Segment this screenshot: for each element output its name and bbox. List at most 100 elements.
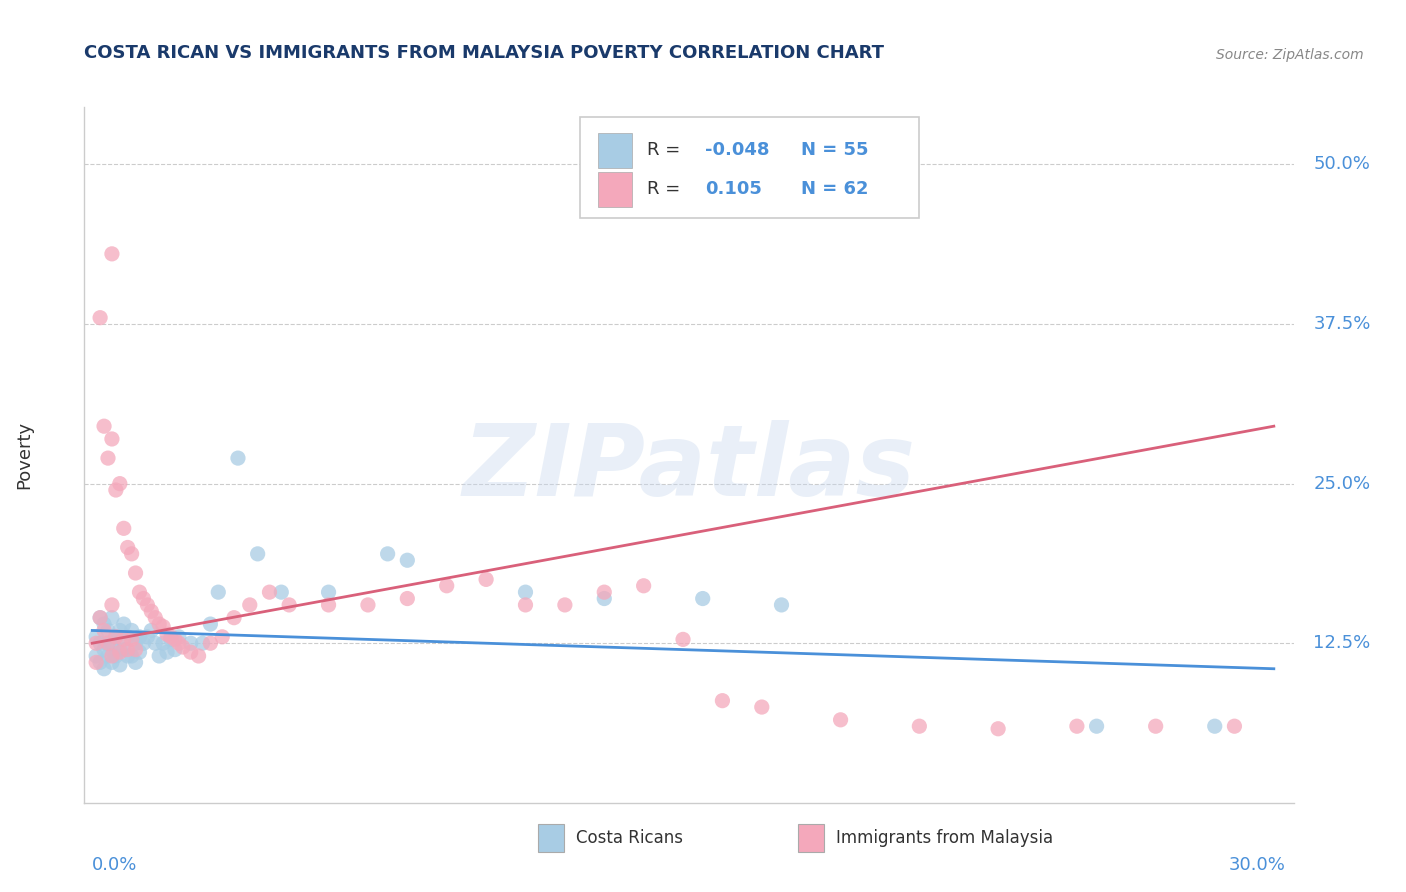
Point <box>246 547 269 561</box>
Text: 30.0%: 30.0% <box>1229 856 1285 874</box>
Point <box>187 648 209 663</box>
Text: 25.0%: 25.0% <box>1313 475 1371 492</box>
Point <box>148 617 170 632</box>
Point <box>117 642 139 657</box>
Point <box>1085 719 1108 733</box>
Point <box>117 541 139 555</box>
Point <box>987 722 1010 736</box>
Point <box>156 627 179 641</box>
Point <box>132 591 155 606</box>
Point <box>143 610 166 624</box>
Point <box>163 642 186 657</box>
Text: N = 55: N = 55 <box>801 141 869 159</box>
Text: 12.5%: 12.5% <box>1313 634 1371 652</box>
Point <box>89 310 111 325</box>
Point <box>167 636 190 650</box>
Point <box>89 610 111 624</box>
Point <box>593 591 616 606</box>
Text: Poverty: Poverty <box>15 421 32 489</box>
Point <box>93 662 115 676</box>
Point <box>112 617 135 632</box>
Text: 50.0%: 50.0% <box>1313 155 1369 173</box>
Point <box>1223 719 1246 733</box>
Point <box>93 624 115 638</box>
Point <box>143 636 166 650</box>
Point <box>200 617 222 632</box>
Point <box>97 636 120 650</box>
Point <box>226 451 249 466</box>
Point <box>1066 719 1088 733</box>
Point <box>136 598 159 612</box>
Text: N = 62: N = 62 <box>801 180 869 198</box>
Point <box>160 632 183 647</box>
Point <box>108 642 131 657</box>
Point <box>692 591 714 606</box>
Point <box>554 598 576 612</box>
Text: Source: ZipAtlas.com: Source: ZipAtlas.com <box>1216 48 1364 62</box>
Point <box>121 632 143 647</box>
Point <box>101 636 124 650</box>
Point <box>172 640 194 654</box>
Point <box>180 636 202 650</box>
Point <box>396 591 419 606</box>
Point <box>104 483 127 497</box>
Point <box>633 579 655 593</box>
Point <box>101 610 124 624</box>
Point <box>101 656 124 670</box>
Point <box>128 630 150 644</box>
Point <box>152 619 174 633</box>
Point <box>200 636 222 650</box>
Point <box>141 604 163 618</box>
Point <box>108 476 131 491</box>
Point <box>128 645 150 659</box>
Point <box>141 624 163 638</box>
Point <box>84 648 107 663</box>
Point <box>97 648 120 663</box>
Text: 37.5%: 37.5% <box>1313 315 1371 333</box>
Point <box>104 630 127 644</box>
Point <box>124 656 146 670</box>
FancyBboxPatch shape <box>538 823 564 852</box>
Point <box>101 648 124 663</box>
Point <box>318 585 340 599</box>
Point <box>770 598 793 612</box>
Text: R =: R = <box>647 141 681 159</box>
Point <box>97 624 120 638</box>
Point <box>672 632 695 647</box>
Point <box>128 585 150 599</box>
Point <box>908 719 931 733</box>
Point <box>121 547 143 561</box>
Point <box>259 585 281 599</box>
Text: 0.0%: 0.0% <box>93 856 138 874</box>
Point <box>160 630 183 644</box>
Point <box>89 610 111 624</box>
Point <box>101 247 124 261</box>
Point <box>97 636 120 650</box>
Text: R =: R = <box>647 180 681 198</box>
Point <box>112 632 135 647</box>
Point <box>136 630 159 644</box>
Point <box>108 657 131 672</box>
Point <box>108 624 131 638</box>
Text: Immigrants from Malaysia: Immigrants from Malaysia <box>837 829 1053 847</box>
Point <box>436 579 458 593</box>
Point <box>1144 719 1167 733</box>
Point <box>101 432 124 446</box>
Point <box>152 636 174 650</box>
Point <box>104 630 127 644</box>
Point <box>112 642 135 657</box>
Point <box>156 645 179 659</box>
Point <box>124 636 146 650</box>
Point <box>84 656 107 670</box>
Point <box>163 632 186 647</box>
Point <box>84 636 107 650</box>
Point <box>167 630 190 644</box>
Point <box>191 636 214 650</box>
Text: -0.048: -0.048 <box>704 141 769 159</box>
Point <box>121 648 143 663</box>
FancyBboxPatch shape <box>581 118 918 219</box>
FancyBboxPatch shape <box>599 133 633 168</box>
Text: 0.105: 0.105 <box>704 180 762 198</box>
Point <box>318 598 340 612</box>
Point <box>93 419 115 434</box>
